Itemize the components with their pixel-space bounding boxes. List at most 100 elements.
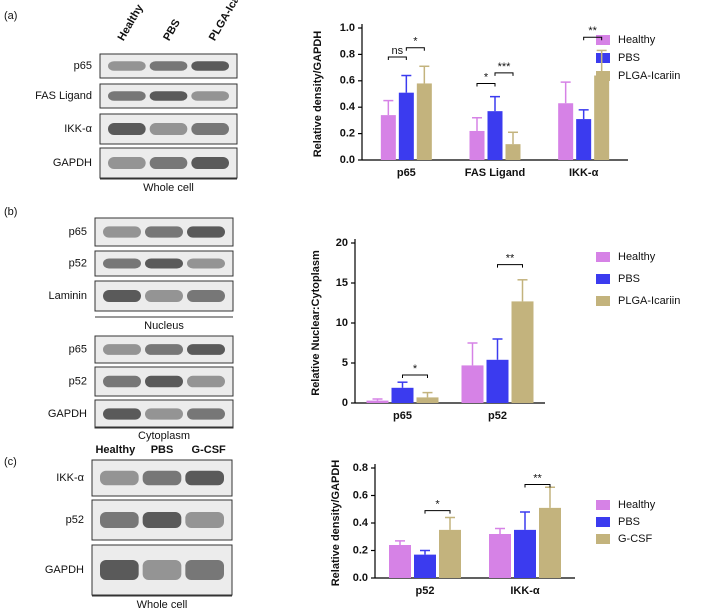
bar [414,554,436,578]
legend-label: PLGA-Icariin [618,70,680,82]
blot-band [100,560,139,580]
caption: Whole cell [137,599,188,611]
row-label: p52 [69,257,87,269]
legend-label: Healthy [618,34,656,46]
panel-label: (b) [4,206,17,218]
blot-band [191,91,229,101]
row-label: FAS Ligand [35,90,92,102]
significance-bracket [476,82,496,87]
row-label: Laminin [48,290,87,302]
significance-label: ** [506,253,515,265]
bar [505,144,521,160]
y-tick-label: 0.4 [353,517,369,529]
significance-label: ** [588,25,597,37]
y-tick-label: 0.2 [340,128,355,140]
lane-label: Healthy [95,444,136,456]
lane-label: PLGA-Icariin [207,0,251,43]
blot-band [187,226,225,238]
row-label: IKK-α [64,123,92,135]
y-axis-label: Relative density/GAPDH [330,460,342,587]
x-tick-label: p65 [393,410,412,422]
x-tick-label: IKK-α [510,585,540,597]
y-tick-label: 0.6 [340,75,355,87]
y-tick-label: 20 [336,237,348,249]
significance-bracket [424,510,451,514]
y-tick-label: 0 [342,397,348,409]
legend-swatch [596,71,610,81]
significance-bracket [405,47,425,51]
y-tick-label: 15 [336,277,348,289]
bar [469,130,485,160]
legend-swatch [596,274,610,284]
lane-label: PBS [151,444,174,456]
blot-band [185,470,224,486]
panel-label: (a) [4,10,17,22]
blot-band [142,560,182,580]
significance-bracket [583,36,603,41]
significance-label: * [413,36,418,48]
blot-band [145,258,183,269]
blot-band [149,123,188,135]
y-tick-label: 0.8 [340,48,355,60]
x-tick-label: p65 [397,167,416,179]
blot-band [145,226,183,238]
significance-label: * [484,71,489,83]
bar [391,387,414,403]
legend-swatch [596,53,610,63]
caption: Whole cell [143,182,194,194]
bar [486,359,509,403]
blot-band [145,408,183,420]
legend-label: G-CSF [618,533,653,545]
bar [594,75,610,160]
significance-label: * [435,499,440,511]
blot-band [149,157,188,169]
legend-swatch [596,35,610,45]
y-tick-label: 5 [342,357,348,369]
blot-band [142,512,182,528]
y-axis-label: Relative Nuclear:Cytoplasm [310,250,322,396]
legend-swatch [596,534,610,544]
blot-band [187,290,225,302]
row-label: p65 [69,343,87,355]
blot-band [108,123,146,135]
blot-band [191,157,229,169]
blot-band [185,560,224,580]
y-tick-label: 10 [336,317,348,329]
legend-swatch [596,500,610,510]
row-label: p52 [69,375,87,387]
bar [514,529,536,578]
bar [416,397,439,403]
legend-swatch [596,296,610,306]
bar [389,545,411,578]
significance-bracket [524,484,551,488]
bar [398,92,414,160]
y-axis-label: Relative density/GAPDH [312,31,324,158]
row-label: GAPDH [53,157,92,169]
bar [558,103,574,160]
row-label: GAPDH [45,564,84,576]
legend-label: PBS [618,273,640,285]
blot-band [145,344,183,355]
blot-band [191,123,229,135]
y-tick-label: 0.8 [353,462,368,474]
blot-band [145,375,183,388]
significance-label: ns [392,45,404,57]
blot-band [100,470,139,486]
blot-band [142,470,182,486]
panel-label: (c) [4,456,17,468]
y-tick-label: 0.6 [353,489,368,501]
blot-band [149,91,188,101]
blot-band [103,408,141,420]
blot-band [100,512,139,528]
bar [366,400,389,403]
row-label: p52 [66,514,84,526]
blot-band [187,408,225,420]
significance-label: *** [498,61,512,73]
y-tick-label: 1.0 [340,22,355,34]
blot-band [103,344,141,355]
legend-label: Healthy [618,251,656,263]
blot-band [187,344,225,355]
bar [380,115,396,160]
x-tick-label: FAS Ligand [465,167,526,179]
blot-band [103,226,141,238]
